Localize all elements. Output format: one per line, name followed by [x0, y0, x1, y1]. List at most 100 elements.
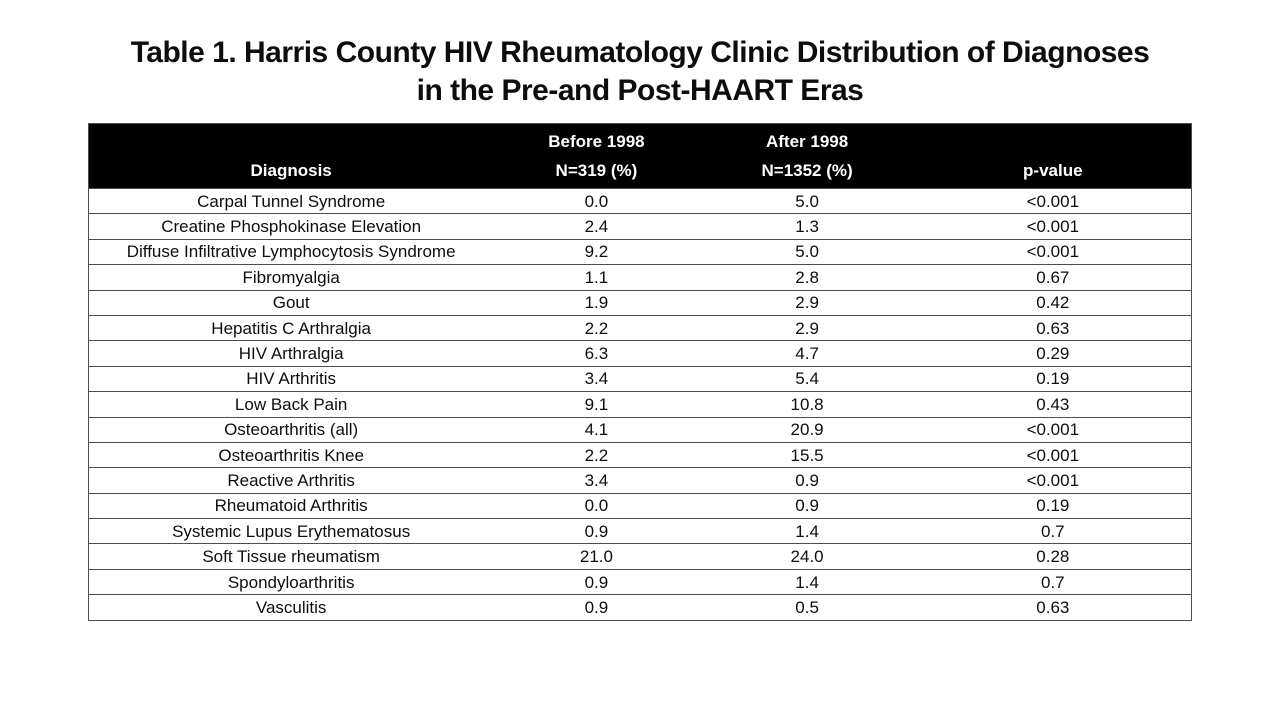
- table-row: Diffuse Infiltrative Lymphocytosis Syndr…: [88, 238, 1192, 265]
- cell-p-value: <0.001: [914, 467, 1192, 494]
- table-row: Spondyloarthritis 0.9 1.4 0.7: [88, 568, 1192, 595]
- cell-diagnosis: Fibromyalgia: [88, 264, 494, 291]
- cell-diagnosis: Carpal Tunnel Syndrome: [88, 187, 494, 214]
- cell-before-1998: 3.4: [493, 467, 700, 494]
- cell-diagnosis: Soft Tissue rheumatism: [88, 543, 494, 570]
- table-row: Rheumatoid Arthritis 0.0 0.9 0.19: [88, 492, 1192, 519]
- cell-after-1998: 1.4: [699, 518, 915, 544]
- table-row: Reactive Arthritis 3.4 0.9 <0.001: [88, 467, 1192, 494]
- cell-before-1998: 0.9: [493, 568, 700, 595]
- cell-before-1998: 0.9: [493, 518, 700, 544]
- cell-p-value: 0.29: [914, 340, 1192, 367]
- cell-diagnosis: HIV Arthritis: [88, 365, 494, 392]
- col-header-p-value-label: p-value: [1023, 161, 1083, 180]
- table-row: Soft Tissue rheumatism 21.0 24.0 0.28: [88, 543, 1192, 570]
- cell-p-value: <0.001: [914, 187, 1192, 214]
- cell-p-value: 0.67: [914, 264, 1192, 291]
- cell-after-1998: 1.3: [699, 213, 915, 240]
- cell-before-1998: 9.2: [493, 238, 700, 265]
- cell-diagnosis: Diffuse Infiltrative Lymphocytosis Syndr…: [88, 238, 494, 265]
- cell-p-value: 0.28: [914, 543, 1192, 570]
- table-header-row: Diagnosis Before 1998 N=319 (%) After 19…: [88, 123, 1192, 189]
- cell-before-1998: 4.1: [493, 416, 700, 443]
- col-header-after-1998-label: After 1998: [765, 132, 849, 151]
- cell-diagnosis: Reactive Arthritis: [88, 467, 494, 494]
- cell-after-1998: 5.0: [699, 238, 915, 265]
- cell-p-value: 0.7: [914, 518, 1192, 544]
- cell-after-1998: 5.4: [699, 365, 915, 392]
- cell-after-1998: 15.5: [699, 441, 915, 468]
- col-header-p-value-top: [917, 132, 1189, 152]
- table-row: Hepatitis C Arthralgia 2.2 2.9 0.63: [88, 314, 1192, 341]
- col-header-diagnosis: Diagnosis: [88, 123, 494, 189]
- cell-p-value: <0.001: [914, 441, 1192, 468]
- cell-before-1998: 2.4: [493, 213, 700, 240]
- diagnoses-table: Diagnosis Before 1998 N=319 (%) After 19…: [88, 123, 1192, 621]
- cell-before-1998: 2.2: [493, 441, 700, 468]
- cell-before-1998: 0.0: [493, 492, 700, 519]
- cell-p-value: 0.43: [914, 391, 1192, 418]
- cell-diagnosis: Gout: [88, 289, 494, 316]
- cell-after-1998: 24.0: [699, 543, 915, 570]
- cell-before-1998: 6.3: [493, 340, 700, 367]
- table-body: Carpal Tunnel Syndrome 0.0 5.0 <0.001 Creati…: [88, 187, 1192, 621]
- cell-p-value: <0.001: [914, 416, 1192, 443]
- cell-p-value: 0.19: [914, 365, 1192, 392]
- cell-p-value: 0.19: [914, 492, 1192, 519]
- cell-after-1998: 2.8: [699, 264, 915, 291]
- table-row: Low Back Pain 9.1 10.8 0.43: [88, 391, 1192, 418]
- cell-before-1998: 2.2: [493, 314, 700, 341]
- cell-after-1998: 1.4: [699, 568, 915, 595]
- cell-diagnosis: Spondyloarthritis: [88, 568, 494, 595]
- cell-diagnosis: Low Back Pain: [88, 391, 494, 418]
- cell-after-1998: 0.9: [699, 492, 915, 519]
- table-row: Systemic Lupus Erythematosus 0.9 1.4 0.7: [88, 518, 1192, 544]
- cell-after-1998: 2.9: [699, 289, 915, 316]
- cell-diagnosis: HIV Arthralgia: [88, 340, 494, 367]
- cell-after-1998: 20.9: [699, 416, 915, 443]
- cell-p-value: <0.001: [914, 238, 1192, 265]
- cell-before-1998: 0.9: [493, 594, 700, 621]
- col-header-diagnosis-top: [91, 132, 491, 152]
- title-line-2: in the Pre-and Post-HAART Eras: [416, 74, 864, 107]
- cell-before-1998: 3.4: [493, 365, 700, 392]
- cell-before-1998: 9.1: [493, 391, 700, 418]
- cell-before-1998: 0.0: [493, 187, 700, 214]
- cell-after-1998: 4.7: [699, 340, 915, 367]
- table-row: Fibromyalgia 1.1 2.8 0.67: [88, 264, 1192, 291]
- table-row: Vasculitis 0.9 0.5 0.63: [88, 594, 1192, 621]
- cell-after-1998: 0.9: [699, 467, 915, 494]
- col-header-p-value: p-value: [914, 123, 1192, 189]
- cell-diagnosis: Hepatitis C Arthralgia: [88, 314, 494, 341]
- table-row: Creatine Phosphokinase Elevation 2.4 1.3 <0…: [88, 213, 1192, 240]
- col-header-diagnosis-label: Diagnosis: [250, 161, 332, 180]
- col-header-before-1998-n: N=319 (%): [555, 161, 638, 180]
- cell-diagnosis: Systemic Lupus Erythematosus: [88, 518, 494, 544]
- cell-before-1998: 1.1: [493, 264, 700, 291]
- cell-p-value: 0.63: [914, 314, 1192, 341]
- cell-after-1998: 10.8: [699, 391, 915, 418]
- title-line-1: Table 1. Harris County HIV Rheumatology …: [130, 36, 1150, 69]
- table-row: Osteoarthritis Knee 2.2 15.5 <0.001: [88, 441, 1192, 468]
- cell-diagnosis: Osteoarthritis Knee: [88, 441, 494, 468]
- table-row: Gout 1.9 2.9 0.42: [88, 289, 1192, 316]
- table-row: HIV Arthritis 3.4 5.4 0.19: [88, 365, 1192, 392]
- table-row: Carpal Tunnel Syndrome 0.0 5.0 <0.001: [88, 187, 1192, 214]
- cell-diagnosis: Osteoarthritis (all): [88, 416, 494, 443]
- table-row: HIV Arthralgia 6.3 4.7 0.29: [88, 340, 1192, 367]
- cell-before-1998: 21.0: [493, 543, 700, 570]
- cell-diagnosis: Vasculitis: [88, 594, 494, 621]
- cell-p-value: 0.42: [914, 289, 1192, 316]
- cell-p-value: <0.001: [914, 213, 1192, 240]
- cell-p-value: 0.7: [914, 568, 1192, 595]
- col-header-before-1998-label: Before 1998: [548, 132, 645, 151]
- table-row: Osteoarthritis (all) 4.1 20.9 <0.001: [88, 416, 1192, 443]
- col-header-after-1998: After 1998 N=1352 (%): [699, 123, 915, 189]
- cell-after-1998: 0.5: [699, 594, 915, 621]
- cell-diagnosis: Creatine Phosphokinase Elevation: [88, 213, 494, 240]
- col-header-after-1998-n: N=1352 (%): [761, 161, 853, 180]
- cell-after-1998: 5.0: [699, 187, 915, 214]
- cell-p-value: 0.63: [914, 594, 1192, 621]
- cell-before-1998: 1.9: [493, 289, 700, 316]
